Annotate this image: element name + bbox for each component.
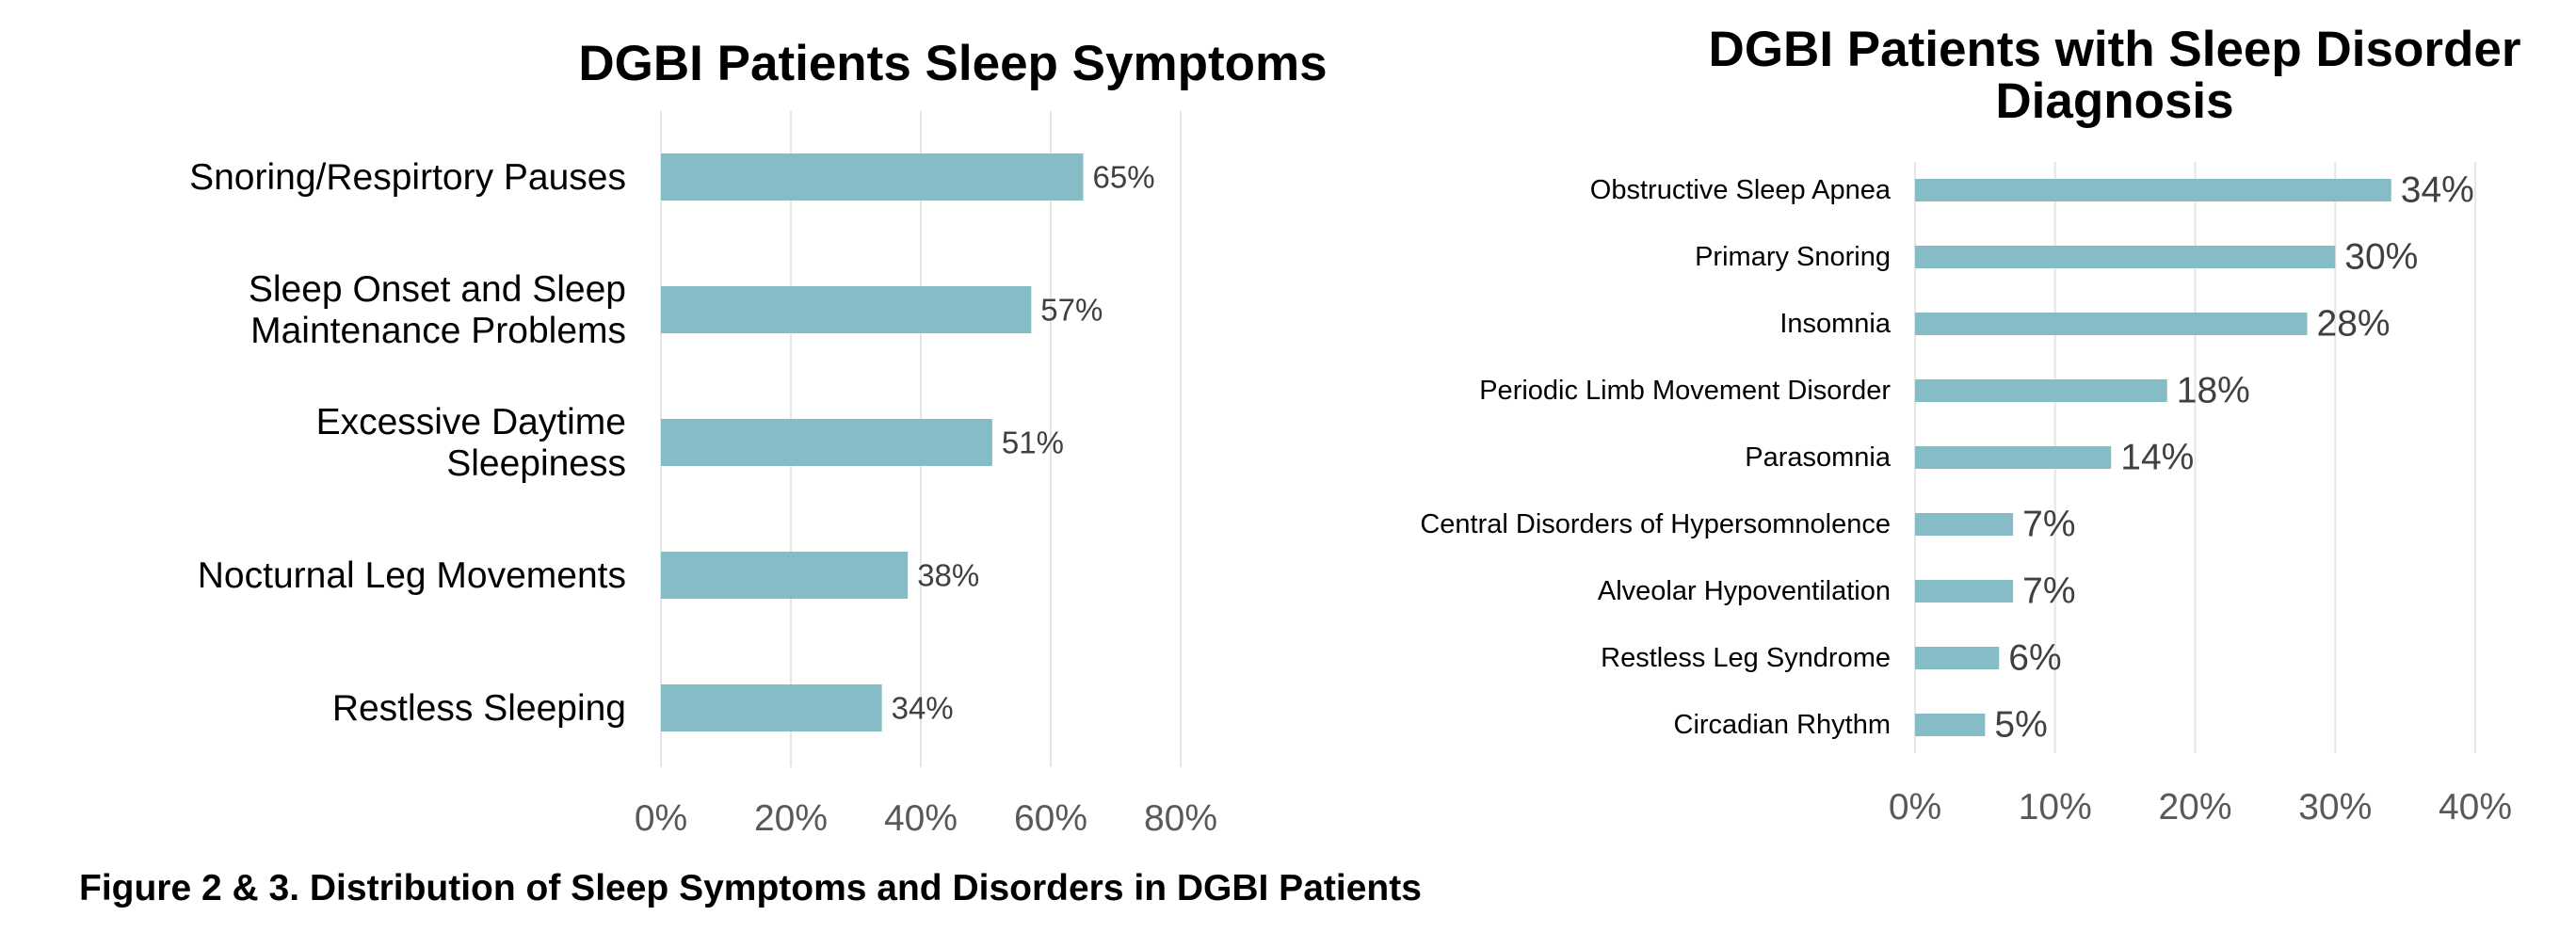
category-label: Snoring/Respirtory Pauses: [189, 157, 626, 198]
bar: [1915, 580, 2014, 603]
data-label: 5%: [1994, 705, 2047, 746]
bar: [661, 153, 1084, 201]
bar: [661, 419, 992, 466]
bar: [1915, 647, 2000, 669]
category-label: Insomnia: [1779, 309, 1892, 339]
bar: [1915, 513, 2014, 536]
data-label: 14%: [2120, 438, 2194, 478]
category-label-line: Circadian Rhythm: [1674, 710, 1891, 740]
data-label: 18%: [2177, 371, 2250, 411]
data-label: 34%: [2401, 170, 2474, 211]
x-tick-label: 40%: [2439, 787, 2512, 828]
x-tick-label: 40%: [884, 798, 958, 839]
x-tick-label: 80%: [1144, 798, 1217, 839]
category-label: Parasomnia: [1745, 442, 1892, 473]
chart-title-line: DGBI Patients Sleep Symptoms: [578, 36, 1327, 91]
category-label: Nocturnal Leg Movements: [198, 555, 626, 596]
data-label: 57%: [1040, 293, 1103, 328]
category-label: Circadian Rhythm: [1674, 710, 1891, 740]
category-label: Primary Snoring: [1695, 242, 1891, 272]
category-label-line: Parasomnia: [1745, 442, 1892, 473]
bar: [1915, 179, 2391, 201]
category-label-line: Restless Sleeping: [332, 688, 626, 729]
category-label-line: Nocturnal Leg Movements: [198, 555, 626, 596]
x-tick-label: 20%: [2158, 787, 2231, 828]
data-label: 38%: [917, 558, 979, 593]
data-label: 28%: [2317, 304, 2391, 345]
category-label-line: Primary Snoring: [1695, 242, 1891, 272]
bar: [1915, 379, 2167, 402]
chart-title-line: DGBI Patients with Sleep Disorder: [1709, 22, 2521, 77]
category-label-line: Maintenance Problems: [250, 311, 626, 351]
category-label-line: Snoring/Respirtory Pauses: [189, 157, 626, 198]
data-label: 65%: [1093, 160, 1155, 195]
chart-sleep-disorder-diagnosis: DGBI Patients with Sleep Disorder Diagnos…: [1420, 22, 2520, 828]
category-label: Excessive Daytime Sleepiness: [316, 402, 626, 484]
chart-title-line: Diagnosis: [1995, 73, 2233, 129]
category-label: Obstructive Sleep Apnea: [1590, 175, 1892, 205]
chart-title: DGBI Patients with Sleep Disorder Diagnos…: [1709, 22, 2521, 129]
bar: [1915, 246, 2336, 268]
category-label: Restless Sleeping: [332, 688, 626, 729]
category-label-line: Sleep Onset and Sleep: [249, 269, 626, 310]
category-label-line: Periodic Limb Movement Disorder: [1479, 376, 1891, 406]
data-label: 34%: [892, 691, 954, 726]
bar: [1915, 446, 2112, 469]
x-tick-label: 10%: [2019, 787, 2092, 828]
data-label: 7%: [2022, 505, 2075, 545]
category-label: Restless Leg Syndrome: [1601, 643, 1891, 673]
x-tick-label: 0%: [635, 798, 687, 839]
x-tick-label: 30%: [2298, 787, 2372, 828]
x-tick-label: 20%: [754, 798, 828, 839]
x-tick-label: 0%: [1889, 787, 1941, 828]
bar: [661, 684, 882, 731]
data-label: 6%: [2008, 638, 2061, 679]
bar: [1915, 313, 2308, 335]
chart-title: DGBI Patients Sleep Symptoms: [578, 36, 1327, 91]
category-label: Sleep Onset and Sleep Maintenance Problem…: [249, 269, 626, 351]
data-label: 51%: [1002, 426, 1064, 460]
x-tick-label: 60%: [1014, 798, 1087, 839]
bar: [661, 552, 909, 599]
category-label-line: Alveolar Hypoventilation: [1598, 576, 1891, 606]
category-label: Central Disorders of Hypersomnolence: [1420, 509, 1891, 539]
category-label: Periodic Limb Movement Disorder: [1479, 376, 1891, 406]
category-label-line: Restless Leg Syndrome: [1601, 643, 1891, 673]
category-label-line: Sleepiness: [446, 443, 626, 484]
bar: [661, 286, 1032, 333]
data-label: 7%: [2022, 571, 2075, 612]
category-label: Alveolar Hypoventilation: [1598, 576, 1891, 606]
figure-caption: Figure 2 & 3. Distribution of Sleep Symp…: [79, 868, 1422, 908]
chart-sleep-symptoms: DGBI Patients Sleep Symptoms 65% Snoring/R…: [189, 36, 1328, 839]
data-label: 30%: [2344, 237, 2418, 278]
category-label-line: Excessive Daytime: [316, 402, 626, 442]
category-label-line: Obstructive Sleep Apnea: [1590, 175, 1892, 205]
category-label-line: Central Disorders of Hypersomnolence: [1420, 509, 1891, 539]
bar: [1915, 714, 1986, 736]
category-label-line: Insomnia: [1779, 309, 1892, 339]
